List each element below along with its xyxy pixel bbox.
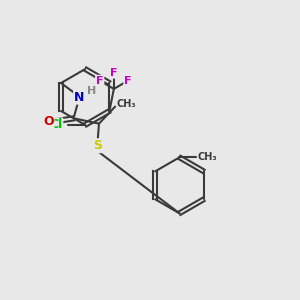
Text: F: F [124,76,132,86]
Text: CH₃: CH₃ [117,99,136,109]
Text: N: N [74,91,84,103]
Text: Cl: Cl [49,118,62,131]
Text: F: F [110,68,118,78]
Text: O: O [43,115,54,128]
Text: H: H [87,86,96,96]
Text: CH₃: CH₃ [197,152,217,162]
Text: S: S [93,139,102,152]
Text: F: F [96,76,103,86]
